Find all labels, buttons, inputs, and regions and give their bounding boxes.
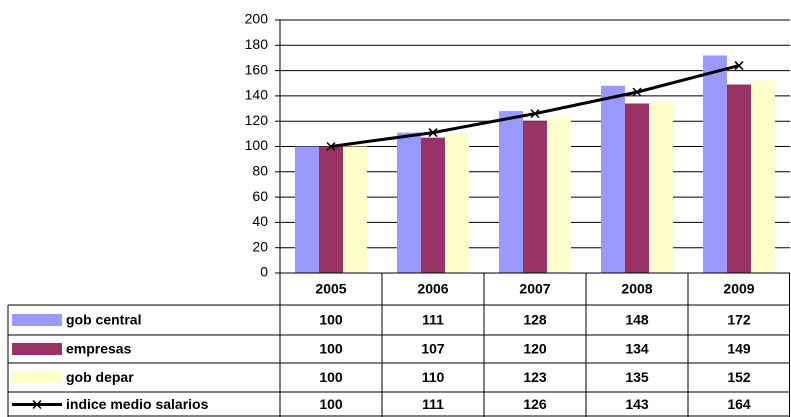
line-marker: [632, 87, 642, 97]
table-value: 100: [319, 396, 343, 412]
legend-swatch: [12, 371, 62, 384]
table-value: 123: [523, 369, 547, 385]
legend-label: gob central: [66, 312, 141, 328]
legend-swatch: [12, 343, 62, 355]
bar: [751, 80, 775, 273]
bar: [547, 117, 571, 273]
table-value: 126: [523, 396, 547, 412]
legend-label: indice medio salarios: [66, 396, 209, 412]
y-tick-label: 120: [245, 112, 269, 128]
y-tick-label: 0: [260, 264, 268, 280]
bar: [625, 103, 649, 274]
bar: [421, 137, 445, 273]
y-tick-label: 100: [245, 137, 269, 153]
bar: [649, 102, 673, 273]
table-value: 111: [422, 396, 444, 412]
x-tick-label: 2005: [315, 281, 346, 297]
legend-label: empresas: [66, 341, 132, 357]
table-value: 111: [422, 312, 444, 328]
legend-swatch: [12, 314, 62, 326]
table-value: 149: [727, 341, 751, 357]
bar: [499, 111, 523, 273]
table-value: 128: [523, 312, 547, 328]
x-tick-label: 2006: [417, 281, 448, 297]
x-tick-label: 2007: [519, 281, 550, 297]
bar: [727, 84, 751, 273]
table-value: 148: [625, 312, 649, 328]
bar: [319, 146, 343, 273]
table-value: 143: [625, 396, 649, 412]
x-tick-label: 2008: [621, 281, 652, 297]
bar: [397, 132, 421, 273]
table-value: 100: [319, 341, 343, 357]
legend-label: gob depar: [66, 369, 134, 385]
y-tick-label: 80: [252, 163, 268, 179]
legend-marker: [32, 399, 42, 410]
line-marker: [428, 128, 438, 138]
bar: [445, 133, 469, 273]
y-tick-label: 140: [245, 87, 269, 103]
y-tick-label: 40: [252, 213, 268, 229]
bar: [523, 121, 547, 273]
line-marker: [326, 141, 336, 152]
bar: [703, 55, 727, 273]
line-marker: [734, 61, 744, 71]
bar: [343, 146, 367, 273]
y-tick-label: 20: [252, 238, 268, 254]
bar: [295, 146, 319, 273]
table-value: 135: [625, 369, 649, 385]
y-tick-label: 200: [245, 11, 269, 27]
table-value: 152: [727, 369, 751, 385]
y-tick-label: 60: [252, 188, 268, 204]
table-value: 100: [319, 369, 343, 385]
y-tick-label: 160: [245, 61, 269, 77]
table-value: 100: [319, 312, 343, 328]
table-value: 134: [625, 341, 649, 357]
table-value: 120: [523, 341, 547, 357]
bar: [601, 85, 625, 273]
line-marker: [530, 109, 540, 119]
table-value: 164: [727, 396, 751, 412]
table-value: 172: [727, 312, 751, 328]
table-value: 107: [421, 341, 445, 357]
table-value: 110: [422, 369, 445, 385]
x-tick-label: 2009: [723, 281, 754, 297]
y-tick-label: 180: [245, 36, 269, 52]
